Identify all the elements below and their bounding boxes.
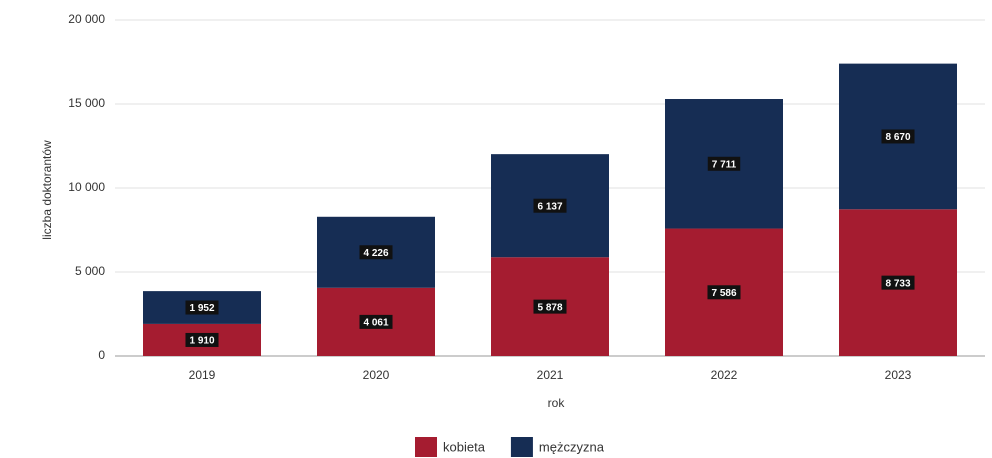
y-tick-label: 20 000 — [68, 12, 105, 26]
x-tick-label: 2022 — [711, 368, 738, 382]
data-label: 8 733 — [885, 278, 910, 289]
data-label-bg — [185, 300, 219, 315]
data-label-bg — [185, 332, 219, 347]
legend-label: mężczyzna — [539, 439, 605, 454]
data-label: 8 670 — [885, 132, 910, 143]
data-label-bg — [707, 285, 741, 300]
x-tick-label: 2019 — [189, 368, 216, 382]
y-tick-label: 15 000 — [68, 96, 105, 110]
data-label-bg — [881, 275, 915, 290]
legend-label: kobieta — [443, 439, 486, 454]
data-label: 1 952 — [189, 303, 214, 314]
legend-swatch — [510, 437, 533, 457]
data-label: 5 878 — [537, 302, 562, 313]
data-label-bg — [707, 156, 741, 171]
data-label: 4 061 — [363, 318, 388, 329]
data-label-bg — [533, 198, 567, 213]
data-label: 1 910 — [189, 336, 214, 347]
data-label-bg — [533, 299, 567, 314]
legend-swatch — [415, 437, 437, 457]
data-label: 7 711 — [712, 159, 737, 170]
y-axis-label: liczba doktorantów — [40, 140, 54, 240]
y-tick-label: 5 000 — [75, 264, 105, 278]
data-label: 7 586 — [711, 288, 736, 299]
data-label-bg — [881, 129, 915, 144]
y-tick-label: 10 000 — [68, 180, 105, 194]
x-axis-label: rok — [548, 396, 566, 410]
x-tick-label: 2023 — [885, 368, 912, 382]
x-tick-label: 2021 — [537, 368, 564, 382]
y-tick-label: 0 — [98, 348, 105, 362]
data-label: 4 226 — [363, 248, 388, 259]
data-label-bg — [359, 245, 393, 260]
data-label-bg — [359, 314, 393, 329]
data-label: 6 137 — [537, 201, 562, 212]
x-tick-label: 2020 — [363, 368, 390, 382]
